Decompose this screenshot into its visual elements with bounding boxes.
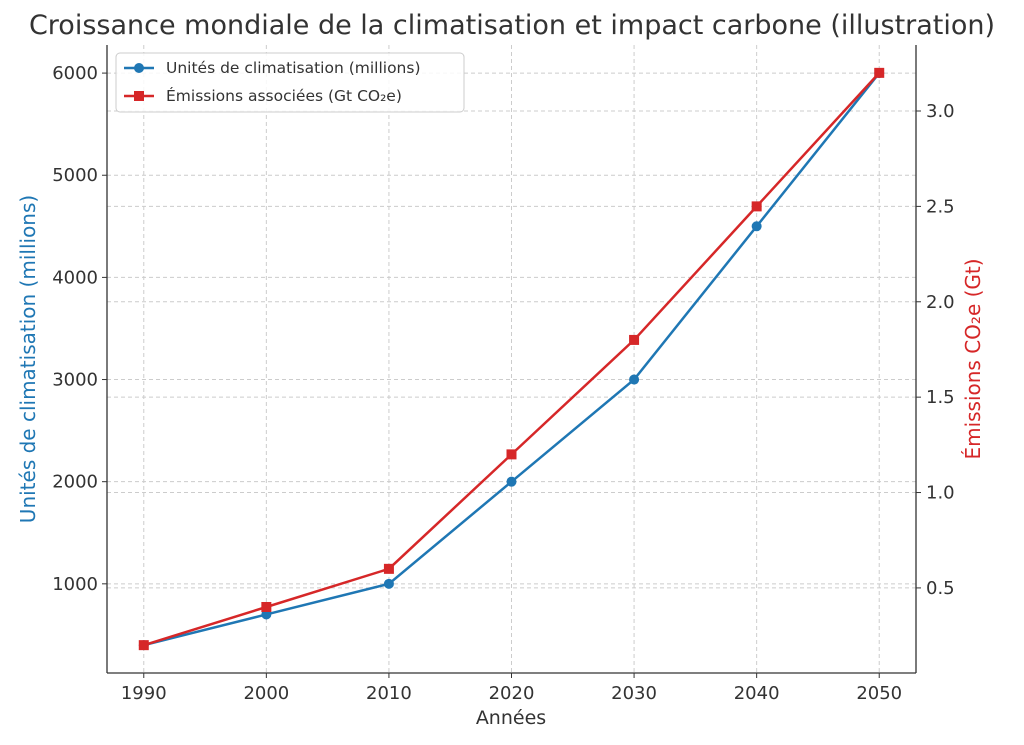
axes: 1990 2000 2010 2020 2030 2040 2050 1000 2000 3000… [52,45,955,704]
legend-label: Unités de climatisation (millions) [166,59,421,77]
data-point [751,221,762,232]
x-tick-label: 2040 [734,683,780,704]
data-point [629,334,640,345]
data-point [874,67,885,78]
y-tick-label: 2000 [52,472,98,493]
y2-tick-label: 1.5 [926,387,955,408]
grid [107,45,916,673]
data-point [751,201,762,212]
y2-tick-label: 2.5 [926,196,955,217]
y-tick-label: 1000 [52,574,98,595]
legend: Unités de climatisation (millions) Émissi… [115,52,465,113]
data-point [261,601,272,612]
x-tick-label: 2000 [243,683,289,704]
chart-title: Croissance mondiale de la climatisation … [29,10,995,41]
data-point [383,578,394,589]
legend-box [115,52,465,113]
x-tick-label: 2010 [366,683,412,704]
data-point [506,476,517,487]
x-tick-label: 2050 [856,683,902,704]
y2-tick-label: 3.0 [926,101,955,122]
data-point [506,449,517,460]
data-point [138,640,149,651]
y2-tick-label: 0.5 [926,578,955,599]
x-tick-label: 2020 [489,683,535,704]
x-tick-label: 1990 [121,683,167,704]
legend-label: Émissions associées (Gt CO₂e) [166,86,402,105]
data-point [629,374,640,385]
y-axis-label: Unités de climatisation (millions) [16,195,40,523]
y-tick-label: 3000 [52,370,98,391]
x-tick-label: 2030 [611,683,657,704]
y-tick-label: 5000 [52,165,98,186]
legend-marker [134,91,144,101]
series-layer [138,67,885,651]
y2-tick-label: 2.0 [926,292,955,313]
y2-axis-label: Émissions CO₂e (Gt) [961,258,985,459]
y-tick-label: 6000 [52,63,98,84]
y2-tick-label: 1.0 [926,483,955,504]
legend-marker [134,63,144,73]
x-axis-label: Années [476,707,546,729]
y-tick-label: 4000 [52,267,98,288]
data-point [383,563,394,574]
